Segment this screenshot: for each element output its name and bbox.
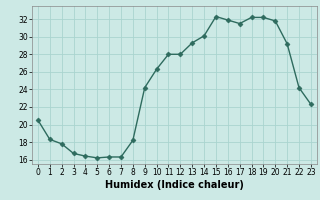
X-axis label: Humidex (Indice chaleur): Humidex (Indice chaleur): [105, 180, 244, 190]
